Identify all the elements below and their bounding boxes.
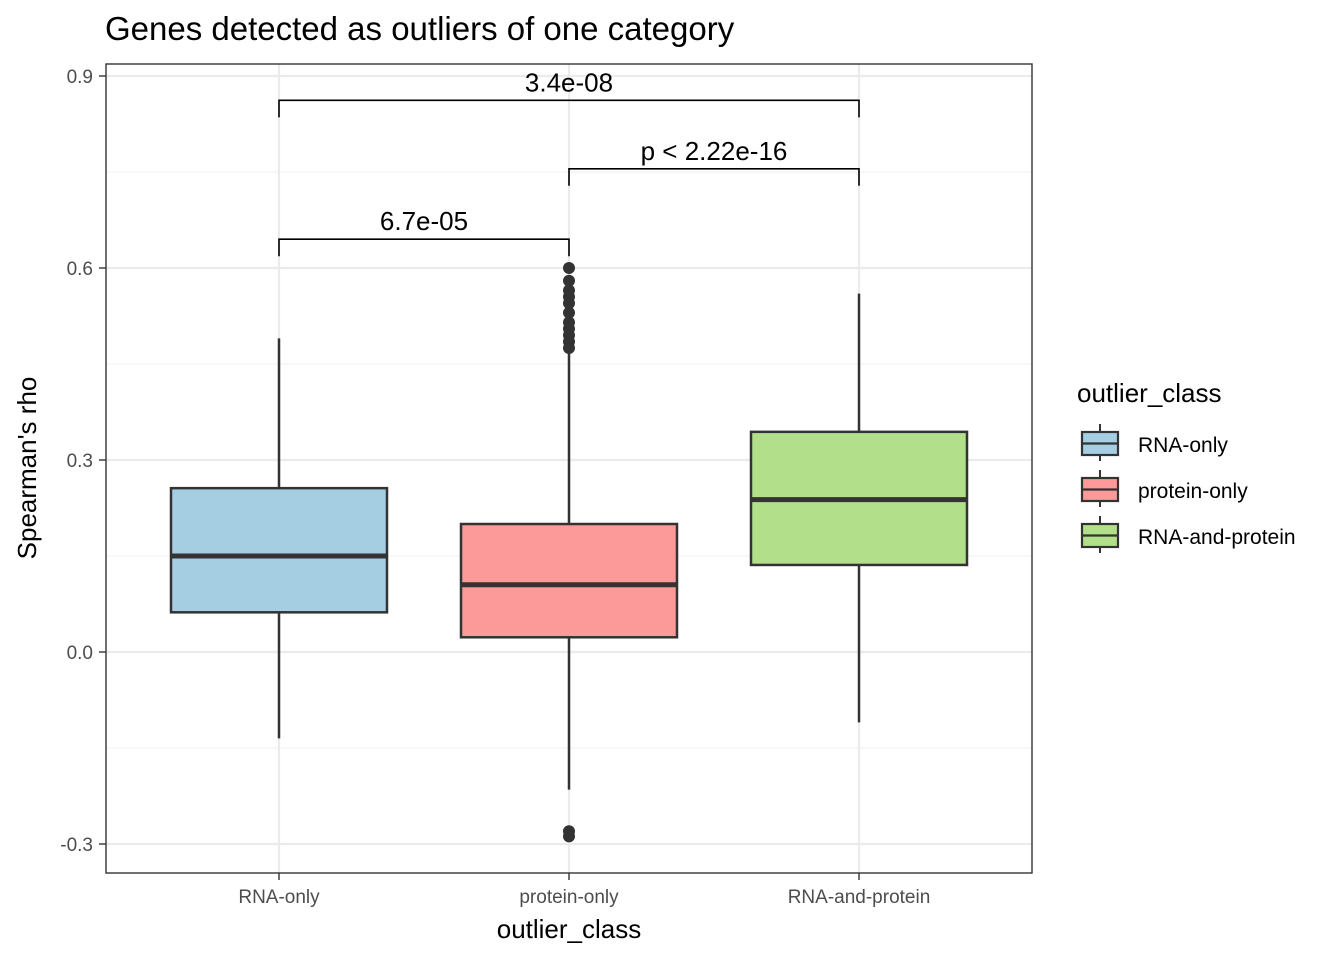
legend-title: outlier_class	[1077, 378, 1222, 408]
box-group-protein-only	[459, 262, 679, 843]
comparison-bracket: 6.7e-05	[278, 206, 570, 257]
outlier-point	[563, 284, 575, 297]
legend-entry: RNA-and-protein	[1080, 516, 1296, 553]
box-layer	[169, 262, 969, 843]
x-tick-label: RNA-and-protein	[788, 887, 931, 908]
p-value-label: 6.7e-05	[380, 206, 468, 236]
y-tick-label: 0.0	[67, 643, 93, 664]
legend-label: RNA-and-protein	[1138, 526, 1296, 549]
comparison-bracket: p < 2.22e-16	[568, 136, 860, 186]
box-group-RNA-only	[169, 338, 389, 739]
box	[169, 486, 389, 614]
x-tick-label: protein-only	[519, 887, 619, 908]
legend-label: protein-only	[1138, 480, 1248, 503]
p-value-label: p < 2.22e-16	[641, 136, 788, 166]
y-tick-label: 0.6	[67, 259, 93, 280]
y-axis-title: Spearman's rho	[12, 377, 42, 560]
bracket-line	[278, 238, 570, 257]
axis-layer: -0.3 0.0 0.3 0.6 0.9 RNA-only protein-only RNA-…	[60, 67, 930, 908]
x-axis-title: outlier_class	[497, 914, 642, 944]
bracket-line	[568, 168, 860, 186]
y-tick-label: 0.9	[67, 67, 93, 88]
legend: outlier_class RNA-only protein-only RNA-an…	[1077, 378, 1296, 553]
box-group-RNA-and-protein	[749, 293, 969, 723]
legend-label: RNA-only	[1138, 434, 1228, 457]
comparison-bracket: 3.4e-08	[278, 67, 860, 118]
y-tick-label: 0.3	[67, 451, 93, 472]
comparison-layer: 6.7e-05 p < 2.22e-16 3.4e-08	[278, 67, 860, 257]
outlier-point	[563, 262, 575, 274]
legend-entry: protein-only	[1080, 470, 1248, 507]
box	[459, 522, 679, 639]
y-tick-label: -0.3	[60, 835, 93, 856]
bracket-line	[278, 99, 860, 118]
outlier-point	[563, 274, 575, 287]
x-tick-label: RNA-only	[238, 887, 320, 908]
chart-title: Genes detected as outliers of one catego…	[105, 10, 735, 47]
outlier-point	[563, 830, 575, 843]
legend-entry: RNA-only	[1080, 424, 1228, 461]
outlier-point	[563, 306, 575, 319]
p-value-label: 3.4e-08	[525, 67, 613, 97]
outlier-point	[563, 316, 575, 329]
